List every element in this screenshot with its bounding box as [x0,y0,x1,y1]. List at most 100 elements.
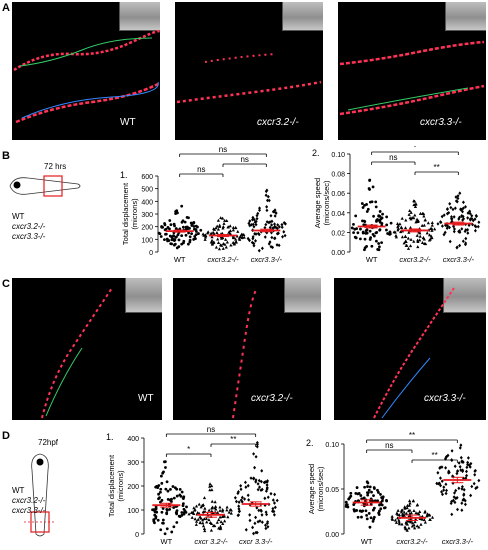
data-point [423,520,427,524]
data-point [414,511,418,515]
data-point [205,520,209,524]
data-point [417,512,421,516]
data-point [203,529,207,533]
data-point [420,223,424,227]
panel-number: 2. [312,148,320,158]
data-point [440,224,444,228]
data-point [373,487,376,490]
data-point [185,505,188,509]
neutrophil-tracks [232,287,258,419]
fish-genotype-wt-d: WT [12,486,25,495]
fish-larva-diagram-d [24,453,56,537]
data-point [449,205,453,210]
data-point [460,508,464,512]
data-point [175,246,179,250]
data-point [168,227,171,231]
data-point [272,509,276,514]
data-point [365,517,369,521]
data-point [255,444,259,449]
data-point [374,200,378,204]
data-point [169,223,173,227]
data-point [368,525,372,529]
data-point [458,243,462,248]
y-axis-label: Total displacement(microns) [121,182,139,245]
data-point [203,506,207,510]
data-point [344,500,348,504]
data-point [379,493,382,496]
data-point [214,245,218,249]
data-point [273,222,277,226]
data-point [212,232,216,236]
data-point [252,531,256,536]
data-point [218,515,222,519]
panel-a-cxcr33-image: cxcr3.3-/- [338,2,486,140]
data-point [271,245,275,250]
data-point [257,232,261,237]
data-point [267,242,271,246]
data-point [175,235,178,239]
data-point [163,460,166,464]
data-point [184,233,188,237]
data-point [269,491,273,496]
data-point [221,246,225,250]
data-point [418,510,422,514]
data-point [423,218,427,222]
data-point [246,236,250,241]
data-point [386,232,389,235]
data-point [207,508,211,512]
data-point [196,510,200,514]
panel-c-wt-label: WT [138,393,154,404]
data-point [377,513,381,516]
data-point [238,235,243,239]
data-point [403,505,407,509]
data-point [181,225,185,229]
data-point [275,226,279,231]
x-category-label: cxcr3.2-/- [396,537,428,546]
data-point [159,474,163,478]
y-tick-label: 400 [141,199,153,206]
data-point [477,220,481,225]
data-point [418,211,423,215]
data-point [380,241,383,245]
data-point [169,487,172,491]
data-point [265,479,269,483]
data-point [283,233,287,238]
data-point [466,462,470,467]
data-point [260,246,264,251]
data-point [161,507,165,510]
brightfield-inset [282,2,323,31]
data-point [283,222,287,226]
data-point [175,509,179,513]
data-point [192,221,196,225]
data-point [273,505,277,510]
data-point [190,232,193,236]
data-point [364,509,368,513]
data-point [359,494,363,497]
data-point [445,226,449,230]
data-point [361,230,365,234]
y-tick-label: 500 [141,187,153,194]
data-point [280,222,284,227]
data-point [282,220,286,225]
data-point [464,469,468,474]
data-point [348,496,352,500]
data-point [234,237,238,241]
data-point [465,473,469,478]
data-point [219,520,223,524]
data-point [220,243,224,247]
data-point [168,219,172,222]
data-point [256,487,260,492]
data-point [265,205,269,209]
data-point [192,227,196,231]
data-point [411,499,415,503]
data-point [188,235,192,239]
panel-a-cxcr32-label: cxcr3.2-/- [257,117,299,128]
data-point [268,225,272,230]
data-point [203,237,207,241]
data-point [157,484,161,487]
data-point [353,227,357,231]
data-point [463,205,467,209]
data-point [377,214,381,218]
significance-label: ns [207,426,215,434]
data-point [442,213,446,217]
